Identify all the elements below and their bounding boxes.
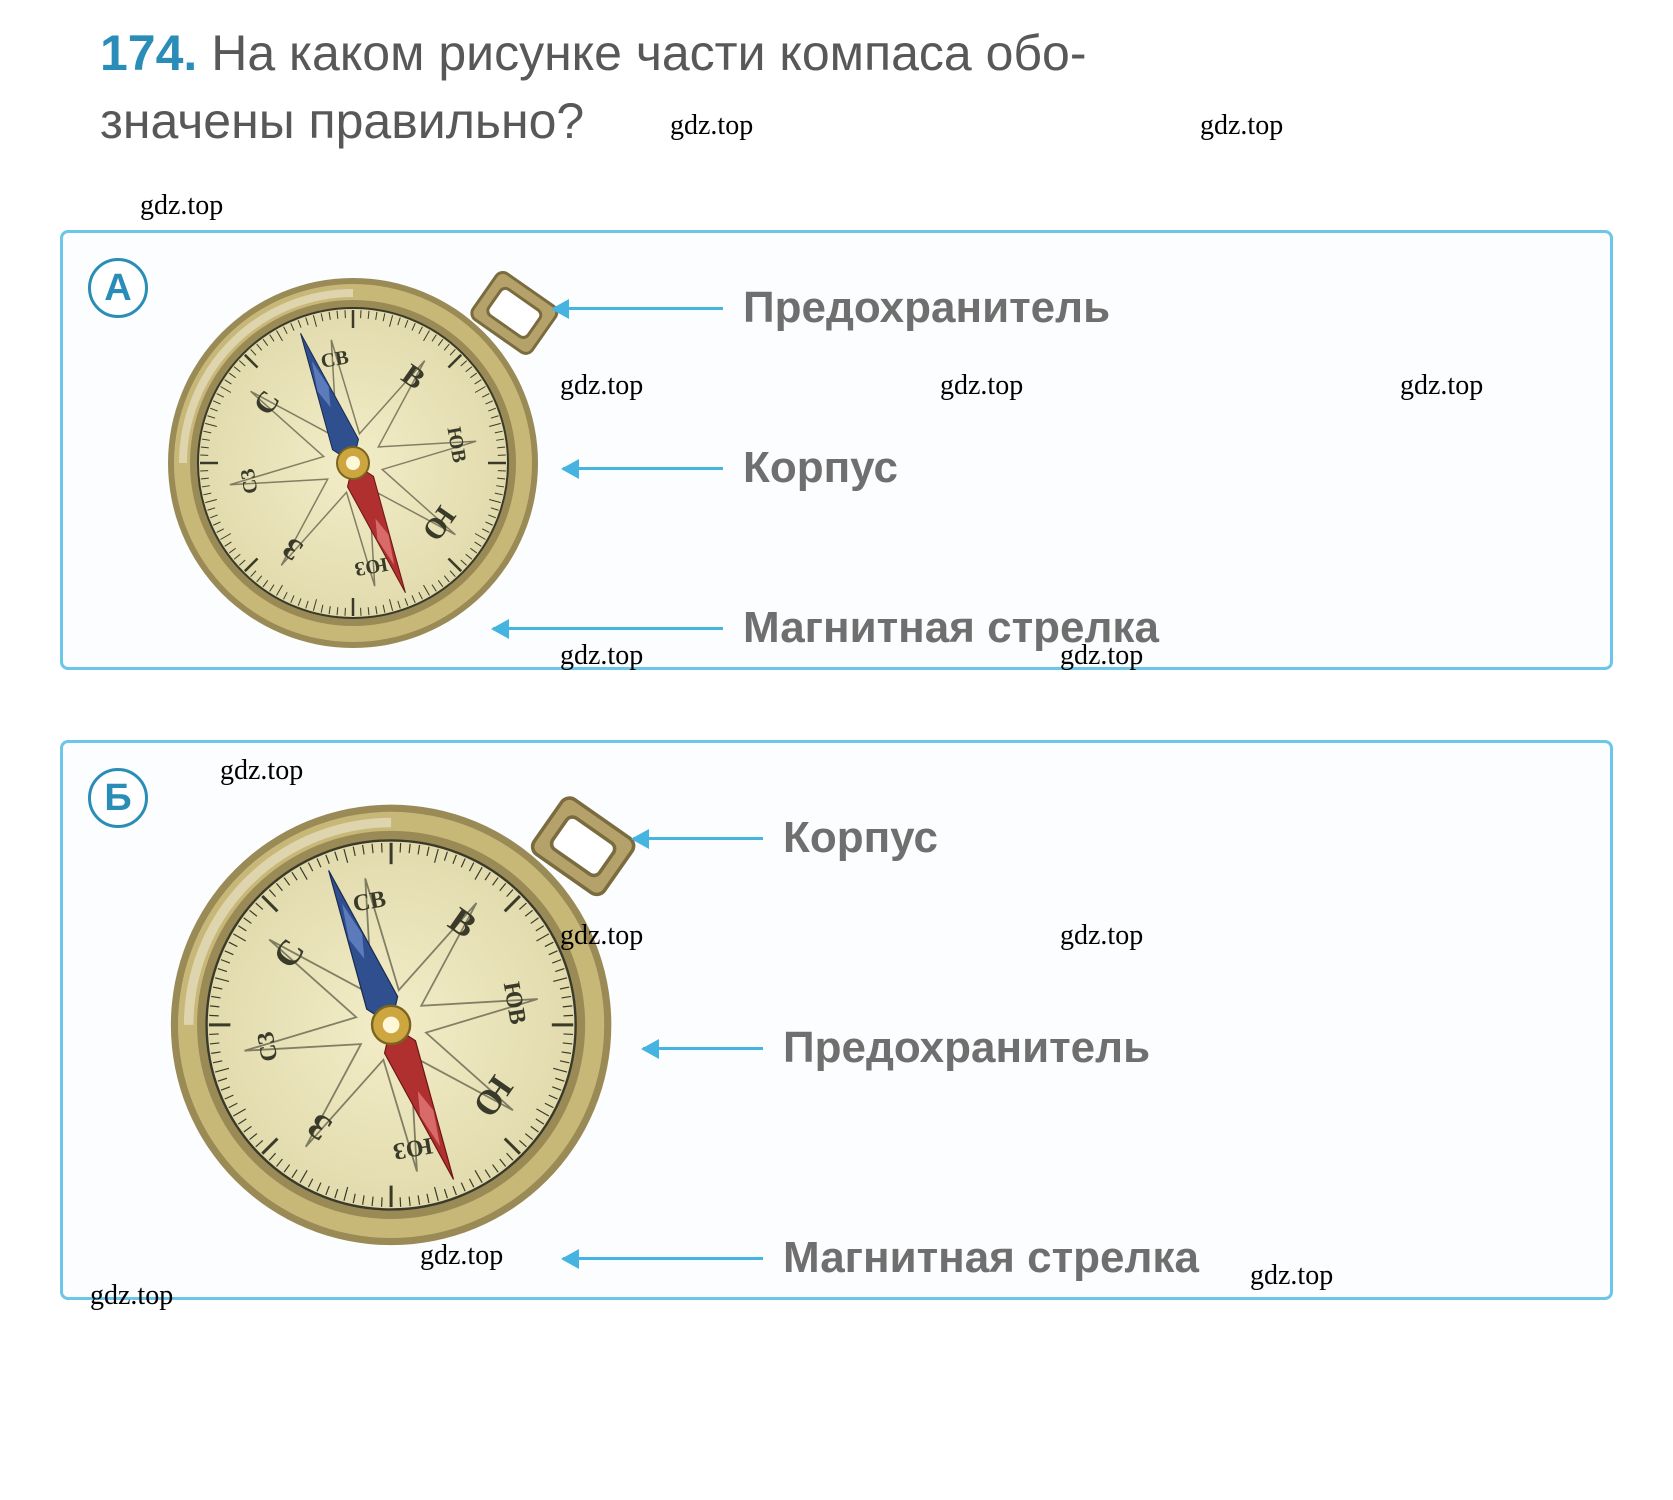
arrow-icon [643,1047,763,1050]
option-panel-a[interactable]: А СЗССВВЮВЮЮЗЗ Предохранитель Корпус Маг… [60,230,1613,670]
question-header: 174. На каком рисунке части компаса обо-… [100,20,1613,155]
label-a-1: Предохранитель [743,283,1110,333]
arrow-icon [493,627,723,630]
label-row-b-2: Предохранитель [643,1023,1150,1073]
arrow-icon [563,1257,763,1260]
arrow-icon [633,837,763,840]
watermark: gdz.top [140,190,223,222]
arrow-icon [563,467,723,470]
question-text-1: На каком рисунке части компаса обо- [211,25,1086,81]
label-row-a-1: Предохранитель [553,283,1110,333]
question-text-2: значены правильно? [100,93,584,149]
option-badge-a: А [88,258,148,318]
label-row-b-1: Корпус [633,813,938,863]
svg-text:СЗ: СЗ [237,467,263,496]
label-row-b-3: Магнитная стрелка [563,1233,1199,1283]
label-a-3: Магнитная стрелка [743,603,1159,653]
arrow-icon [553,307,723,310]
option-badge-b: Б [88,768,148,828]
label-row-a-3: Магнитная стрелка [493,603,1159,653]
label-b-1: Корпус [783,813,938,863]
label-row-a-2: Корпус [563,443,898,493]
svg-text:СЗ: СЗ [253,1030,284,1064]
label-a-2: Корпус [743,443,898,493]
label-b-2: Предохранитель [783,1023,1150,1073]
option-panel-b[interactable]: Б СЗССВВЮВЮЮЗЗ Корпус Предохранитель Маг… [60,740,1613,1300]
compass-b: СЗССВВЮВЮЮЗЗ [153,763,653,1268]
label-b-3: Магнитная стрелка [783,1233,1199,1283]
question-number: 174. [100,25,197,81]
